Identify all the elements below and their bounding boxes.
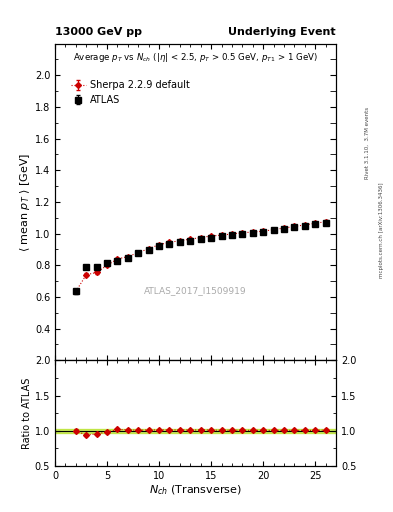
Bar bbox=[55, 429, 336, 433]
Legend: Sherpa 2.2.9 default, ATLAS: Sherpa 2.2.9 default, ATLAS bbox=[71, 80, 189, 105]
X-axis label: $N_{ch}$ (Transverse): $N_{ch}$ (Transverse) bbox=[149, 483, 242, 497]
Y-axis label: $\langle$ mean $p_T$ $\rangle$ [GeV]: $\langle$ mean $p_T$ $\rangle$ [GeV] bbox=[18, 152, 32, 251]
Text: Underlying Event: Underlying Event bbox=[228, 27, 336, 37]
Y-axis label: Ratio to ATLAS: Ratio to ATLAS bbox=[22, 377, 32, 449]
Text: Average $p_T$ vs $N_{ch}$ ($|\eta|$ < 2.5, $p_T$ > 0.5 GeV, $p_{T1}$ > 1 GeV): Average $p_T$ vs $N_{ch}$ ($|\eta|$ < 2.… bbox=[73, 51, 318, 65]
Text: mcplots.cern.ch [arXiv:1306.3436]: mcplots.cern.ch [arXiv:1306.3436] bbox=[379, 183, 384, 278]
Text: 13000 GeV pp: 13000 GeV pp bbox=[55, 27, 142, 37]
Text: ATLAS_2017_I1509919: ATLAS_2017_I1509919 bbox=[144, 286, 247, 295]
Text: Rivet 3.1.10,  3.7M events: Rivet 3.1.10, 3.7M events bbox=[365, 108, 370, 179]
